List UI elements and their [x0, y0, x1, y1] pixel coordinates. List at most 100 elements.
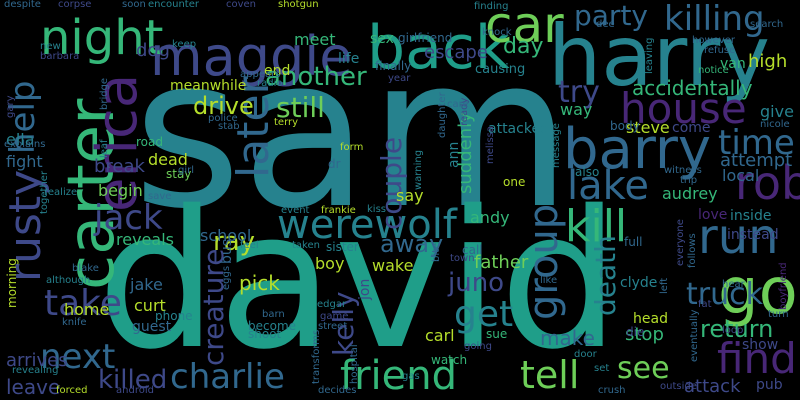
- word-sister: sister: [326, 240, 359, 254]
- word-ella: ella: [6, 130, 35, 149]
- word-get: get: [454, 294, 514, 335]
- word-terry: terry: [274, 117, 299, 128]
- word-kill: kill: [565, 201, 628, 252]
- word-taken: taken: [292, 240, 320, 251]
- word-loop: loop: [722, 325, 744, 336]
- word-crush: crush: [598, 385, 626, 396]
- word-boyfriend: boyfriend: [778, 262, 789, 310]
- word-school: school: [200, 226, 252, 245]
- word-dee: dee: [596, 19, 615, 30]
- word-stay: stay: [166, 167, 192, 181]
- word-outside: outside: [660, 381, 697, 392]
- word-warning: warning: [413, 149, 424, 190]
- word-set: set: [594, 363, 610, 374]
- word-give: give: [760, 102, 794, 121]
- word-care: care: [447, 99, 469, 110]
- word-appears: appears: [240, 69, 281, 80]
- word-left: left: [659, 277, 670, 294]
- word-attempt: attempt: [720, 150, 793, 171]
- word-head: head: [633, 311, 668, 327]
- word-search: search: [750, 19, 784, 30]
- word-follows: follows: [687, 233, 698, 268]
- word-rob: rob: [735, 156, 800, 210]
- word-make: make: [540, 326, 595, 350]
- word-take: take: [44, 283, 122, 324]
- word-dr: dr: [328, 157, 341, 171]
- word-ann: ann: [446, 141, 462, 168]
- word-message: message: [551, 123, 562, 168]
- word-begin: begin: [98, 181, 143, 200]
- word-tell: tell: [520, 353, 580, 397]
- word-away: away: [380, 230, 444, 258]
- word-kiss: kiss: [367, 204, 386, 215]
- word-father: father: [474, 252, 529, 273]
- word-barbara: barbara: [40, 51, 80, 62]
- word-jake: jake: [130, 275, 163, 294]
- word-sue: sue: [486, 327, 508, 341]
- word-forced: forced: [56, 385, 88, 396]
- word-notice: notice: [698, 65, 729, 76]
- word-trip: trip: [680, 175, 698, 186]
- word-house: house: [620, 84, 747, 133]
- word-way: way: [560, 100, 593, 119]
- word-girlfriend: girlfriend: [398, 31, 453, 45]
- word-frankie: frankie: [321, 205, 356, 216]
- word-eventually: eventually: [689, 309, 700, 362]
- word-girl: girl: [178, 165, 195, 176]
- word-leave: leave: [6, 375, 61, 399]
- word-car: car: [485, 0, 564, 54]
- word-transforms: transforms: [311, 329, 322, 384]
- word-ray: ray: [213, 227, 256, 257]
- word-meanwhile: meanwhile: [170, 78, 247, 94]
- word-meet: meet: [294, 30, 336, 49]
- word-see: see: [617, 351, 670, 386]
- word-call: call: [462, 243, 483, 257]
- word-knife: knife: [62, 317, 87, 328]
- word-sam: sam: [133, 13, 572, 255]
- word-guest: guest: [132, 319, 172, 335]
- word-radio: radio: [257, 78, 283, 89]
- word-watch: watch: [431, 353, 468, 367]
- word-turn: turn: [768, 309, 789, 320]
- word-wake: wake: [372, 256, 414, 275]
- word-explains: explains: [4, 139, 46, 150]
- word-david: david: [97, 170, 620, 391]
- word-however: however: [692, 35, 735, 46]
- word-carl: carl: [425, 326, 455, 345]
- word-fight: fight: [6, 152, 43, 171]
- word-time: time: [718, 123, 795, 163]
- word-form: form: [340, 142, 364, 153]
- word-return: return: [700, 315, 774, 343]
- word-life: life: [338, 51, 360, 67]
- word-finding: finding: [474, 1, 509, 12]
- word-pub: pub: [756, 377, 783, 393]
- word-next: next: [40, 337, 116, 377]
- word-encounter: encounter: [148, 0, 199, 10]
- word-jon: jon: [357, 278, 373, 300]
- word-killed: killed: [98, 365, 168, 395]
- word-witness: witness: [664, 165, 702, 176]
- word-accidentally: accidentally: [632, 76, 753, 100]
- word-stab: stab: [218, 121, 240, 132]
- word-show: show: [742, 337, 779, 353]
- word-another: another: [265, 62, 367, 92]
- word-juno: juno: [448, 268, 505, 298]
- word-bridge: bridge: [99, 77, 110, 110]
- word-leaving: leaving: [644, 37, 655, 74]
- word-night: night: [40, 10, 164, 66]
- word-friend: friend: [340, 353, 457, 399]
- word-home: home: [64, 300, 110, 319]
- word-reveals: reveals: [116, 230, 174, 249]
- word-game: game: [320, 311, 349, 322]
- word-van: van: [720, 56, 746, 72]
- word-fat: fat: [698, 299, 712, 310]
- word-couple: couple: [375, 136, 408, 230]
- word-dog: dog: [136, 40, 170, 61]
- word-say: say: [396, 186, 424, 205]
- word-refuse: refuse: [704, 45, 736, 56]
- word-become: become: [248, 319, 297, 333]
- word-soon: soon: [122, 0, 146, 10]
- word-although: although: [46, 275, 91, 286]
- word-android: android: [116, 385, 154, 396]
